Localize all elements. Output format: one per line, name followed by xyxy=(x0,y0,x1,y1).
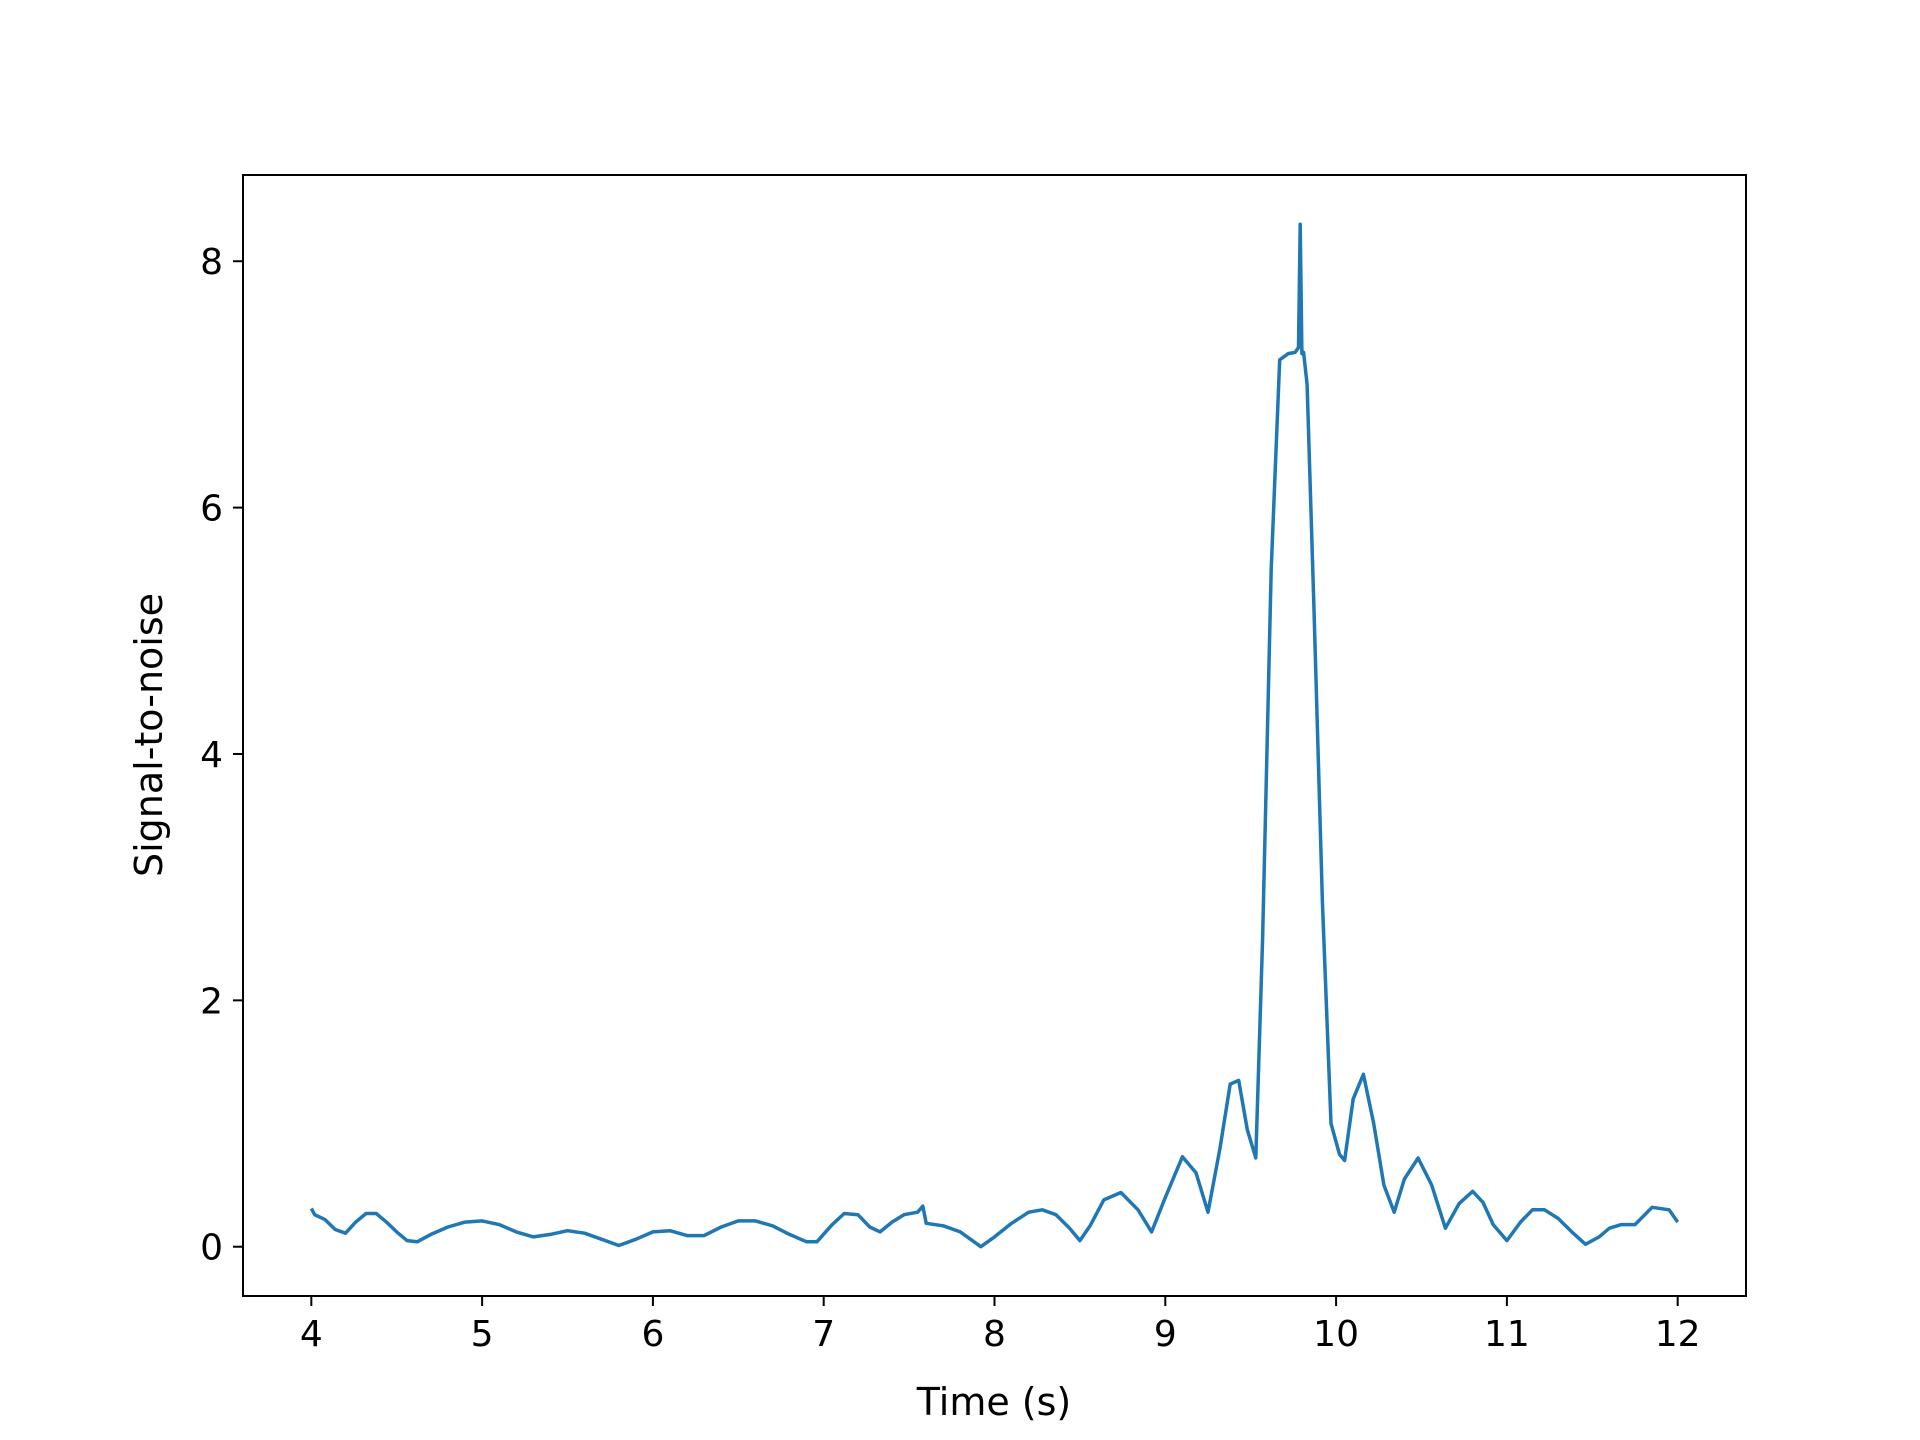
x-tick-label: 9 xyxy=(1154,1314,1177,1355)
y-tick-label: 0 xyxy=(200,1228,223,1269)
x-tick-label: 11 xyxy=(1484,1314,1530,1355)
x-tick-label: 12 xyxy=(1655,1314,1701,1355)
y-axis-label: Signal-to-noise xyxy=(127,593,171,877)
axes-frame xyxy=(242,174,1747,1297)
x-axis-ticks: 4 5 6 7 8 9 10 11 12 xyxy=(300,1296,1701,1355)
x-tick-label: 8 xyxy=(983,1314,1006,1355)
x-tick-label: 10 xyxy=(1313,1314,1359,1355)
y-axis-ticks: 0 2 4 6 8 xyxy=(200,242,243,1269)
x-tick-label: 7 xyxy=(812,1314,835,1355)
x-axis-label: Time (s) xyxy=(916,1380,1072,1424)
x-tick-label: 6 xyxy=(641,1314,664,1355)
x-tick-label: 4 xyxy=(300,1314,323,1355)
y-tick-label: 2 xyxy=(200,981,223,1022)
plot-area xyxy=(309,222,1680,1249)
y-tick-label: 4 xyxy=(200,735,223,776)
y-tick-label: 8 xyxy=(200,242,223,283)
y-tick-label: 6 xyxy=(200,489,223,530)
series-line-0 xyxy=(309,222,1680,1249)
x-tick-label: 5 xyxy=(471,1314,494,1355)
